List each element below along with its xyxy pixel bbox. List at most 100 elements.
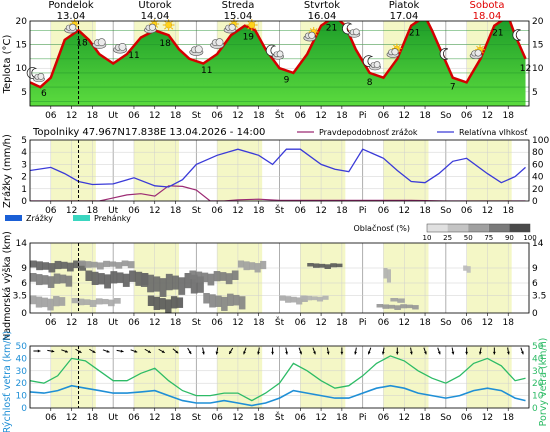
day-name: Streda xyxy=(222,0,255,11)
wind-arrow-head xyxy=(134,349,138,353)
cloud-cell xyxy=(147,274,154,293)
temperature-value-label: 18 xyxy=(159,39,171,49)
wind-arrow-icon xyxy=(437,347,441,355)
wind-arrow-icon xyxy=(47,349,55,353)
x-tick-label: 18 xyxy=(87,206,99,216)
cloud-shape xyxy=(215,38,224,47)
temperature-value-label: 8 xyxy=(367,78,373,88)
cloud-cell xyxy=(190,274,198,294)
x-tick-label: 06 xyxy=(295,206,307,216)
y-tick-label: 30 xyxy=(532,367,544,377)
sun-ray xyxy=(393,44,396,47)
x-tick-label: 18 xyxy=(336,206,348,216)
cloud-panel: Oblačnosť (%) 10 25 50 75 90 100 0 3.5 6 9 14 0 3.5… xyxy=(2,223,546,341)
y-tick-label: 15 xyxy=(16,41,27,51)
x-tick-label: 12 xyxy=(149,413,160,423)
wind-arrow-head xyxy=(175,350,179,354)
cloud-cell xyxy=(221,296,228,311)
x-tick-label: 18 xyxy=(253,111,265,121)
moon-cloud-icon xyxy=(26,67,45,83)
colorbar-tick-label: 90 xyxy=(505,234,514,242)
y-tick-label: 2 xyxy=(21,173,27,183)
x-tick-label: 12 xyxy=(66,318,77,328)
x-tick-label: 12 xyxy=(232,206,243,216)
wind-arrow-icon xyxy=(326,347,330,355)
cloud-shape xyxy=(37,73,45,80)
day-header-5: Sobota 18.04 xyxy=(470,0,505,22)
cloud-y-ticks: 0 3.5 6 9 14 0 3.5 6 9 14 xyxy=(13,239,547,319)
cloud-patch xyxy=(140,273,204,297)
wind-gust-line xyxy=(30,355,526,402)
cloud-patch xyxy=(30,260,87,273)
wind-frame xyxy=(29,345,530,409)
y-tick-label: 20 xyxy=(532,17,544,27)
temperature-value-label: 21 xyxy=(409,28,420,38)
cloud-cell xyxy=(47,298,54,311)
x-tick-label: 12 xyxy=(399,413,410,423)
cloud-cell xyxy=(203,293,210,304)
day-abbrev-label: Ut xyxy=(108,111,119,121)
legend-label-showers: Prehánky xyxy=(94,214,131,223)
x-tick-label: 18 xyxy=(502,111,514,121)
cloud-shape xyxy=(391,48,399,56)
cloud-patch xyxy=(390,298,405,303)
cloud-cell xyxy=(394,305,401,310)
wind-arrow-icon xyxy=(172,348,179,354)
cloud-shape xyxy=(228,23,236,31)
x-axis: 06 12 18 06 12 18 Ut 06 12 18 St 06 12 18 Št 06 12 18 Pi 06… xyxy=(45,408,514,423)
x-tick-label: 18 xyxy=(419,206,431,216)
moon-shape xyxy=(439,48,448,60)
x-tick-label: 06 xyxy=(461,413,473,423)
precipitation-frame xyxy=(29,139,530,202)
y-tick-label: 0 xyxy=(21,404,27,414)
wind-arrow-icon xyxy=(285,347,288,355)
x-tick-label: 06 xyxy=(45,206,57,216)
x-tick-label: 12 xyxy=(315,206,326,216)
day-abbrev-label: Pi xyxy=(359,318,367,328)
temperature-y-ticks: 5 10 15 20 5 10 15 20 xyxy=(16,17,544,98)
temperature-value-label: 11 xyxy=(128,51,139,61)
day-name: Pondelok xyxy=(48,0,94,11)
wind-arrow-head xyxy=(478,351,482,355)
y-tick-label: 0 xyxy=(532,404,538,414)
y-tick-label: 3.5 xyxy=(532,292,546,302)
temperature-value-label: 9 xyxy=(284,76,290,86)
wind-arrow-head xyxy=(120,349,124,353)
cloud-cell xyxy=(59,274,67,284)
daylight-band xyxy=(466,243,512,313)
cloud-shape xyxy=(276,50,284,58)
cloud-patch xyxy=(203,293,246,311)
cloud-shape xyxy=(148,23,156,31)
cloud-cell xyxy=(153,296,160,310)
day-abbrev-label: Ut xyxy=(108,318,119,328)
cloud-cell xyxy=(53,273,61,284)
day-abbrev-label: Ut xyxy=(108,206,119,216)
cloud-patch xyxy=(463,265,471,273)
wind-arrow-icon xyxy=(61,349,69,353)
y-tick-label: 10 xyxy=(16,392,28,402)
x-tick-label: 18 xyxy=(502,318,514,328)
cloud-cell xyxy=(260,260,267,270)
day-name: Piatok xyxy=(389,0,420,11)
x-axis: 06 12 18 06 12 18 Ut 06 12 18 St 06 12 18 Št 06 12 18 Pi 06… xyxy=(45,313,514,328)
wind-arrow-head xyxy=(465,351,469,355)
sun-disc xyxy=(248,21,256,29)
day-date: 15.04 xyxy=(224,11,253,22)
x-axis: 06 12 18 06 12 18 Ut 06 12 18 St 06 12 18 Št 06 12 18 Pi 06… xyxy=(45,106,514,121)
wind-arrow-head xyxy=(215,351,219,355)
x-tick-label: 12 xyxy=(482,413,493,423)
day-header-2: Streda 15.04 xyxy=(222,0,255,22)
cloud-patch xyxy=(71,298,121,307)
wind-arrow-icon xyxy=(520,347,524,355)
cloud-cell xyxy=(91,271,99,285)
y-tick-label: 14 xyxy=(16,239,28,249)
cloud-cell xyxy=(96,262,104,270)
colorbar-swatch xyxy=(427,224,448,232)
day-abbrev-label: Št xyxy=(275,411,285,423)
cloud-shape xyxy=(194,45,203,54)
colorbar-swatch xyxy=(509,224,530,232)
x-tick-label: 06 xyxy=(211,413,223,423)
daylight-bands xyxy=(50,346,512,408)
precipitation-legend: Pravdepodobnosť zrážok Relatívna vlhkosť xyxy=(297,128,527,137)
cloud-icon xyxy=(210,38,225,49)
